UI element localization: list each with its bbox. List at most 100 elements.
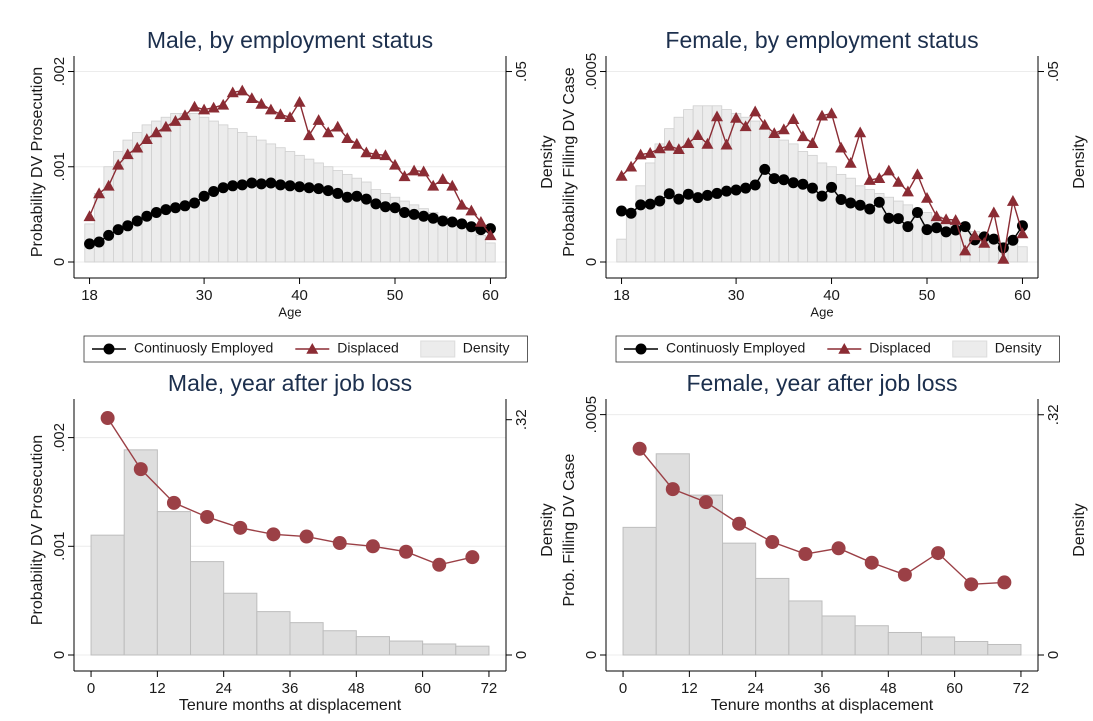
marker-circle [864, 203, 876, 215]
x-tick-label: 60 [482, 287, 499, 304]
density-bar [342, 173, 353, 263]
marker-triangle [436, 173, 449, 184]
density-bar [351, 177, 362, 263]
marker-triangle [455, 198, 468, 210]
panel: Male, by employment status 0 .001 .002 .05 18… [29, 27, 556, 363]
marker-triangle [730, 112, 743, 123]
density-bar [673, 116, 684, 263]
marker-circle [150, 206, 162, 218]
density-bar [893, 200, 904, 263]
marker-triangle [369, 148, 382, 160]
marker-circle [698, 495, 713, 510]
marker-triangle [306, 343, 319, 354]
marker-circle [399, 544, 414, 559]
marker-triangle [140, 133, 153, 144]
x-tick-label: 36 [282, 680, 299, 697]
marker-circle [892, 213, 904, 225]
marker-circle [427, 212, 439, 224]
density-bar [170, 113, 181, 263]
density-bar [275, 147, 286, 263]
marker-circle [84, 238, 96, 250]
marker-circle [765, 535, 780, 550]
marker-circle [265, 177, 277, 189]
marker-triangle [360, 146, 373, 158]
marker-triangle [758, 118, 771, 130]
marker-triangle [796, 130, 809, 142]
marker-circle [246, 177, 258, 189]
density-bar [466, 231, 477, 263]
histogram-bar [256, 611, 291, 656]
marker-triangle [93, 187, 106, 199]
x-tick-label: 60 [946, 680, 963, 697]
chart-title: Male, by employment status [147, 27, 433, 53]
x-tick-label: 36 [814, 680, 831, 697]
marker-circle [465, 221, 477, 233]
x-tick-label: 30 [196, 287, 213, 304]
legend-swatch [420, 340, 456, 358]
marker-triangle [911, 168, 924, 180]
histogram-bar [821, 615, 856, 656]
legend-label: Density [995, 340, 1042, 356]
marker-triangle [701, 137, 714, 149]
density-bar [835, 173, 847, 263]
marker-circle [160, 204, 172, 216]
x-tick-label: 48 [348, 680, 365, 697]
marker-triangle [255, 97, 268, 109]
marker-triangle [691, 129, 704, 140]
marker-triangle [663, 139, 676, 151]
x-axis-title: Age [810, 304, 833, 319]
marker-triangle [398, 170, 411, 182]
density-bar [475, 234, 487, 263]
marker-circle [169, 202, 181, 214]
marker-circle [456, 218, 468, 230]
histogram-bar [190, 561, 225, 656]
marker-circle [826, 181, 838, 193]
histogram-bar [622, 526, 657, 656]
marker-triangle [245, 92, 258, 103]
x-tick-label: 60 [1014, 287, 1031, 304]
y2-tick-label: .05 [513, 61, 530, 82]
marker-circle [644, 198, 656, 210]
marker-circle [341, 191, 353, 203]
y2-tick-label: 0 [1045, 651, 1062, 659]
density-bar [816, 162, 828, 263]
density-bar [93, 193, 105, 263]
density-bar [902, 204, 914, 263]
legend-label: Continuosly Employed [134, 340, 273, 356]
marker-triangle [873, 172, 886, 183]
marker-circle [635, 343, 647, 355]
marker-circle [911, 206, 923, 218]
marker-circle [959, 221, 971, 233]
marker-triangle [682, 137, 695, 148]
marker-triangle [341, 132, 354, 143]
density-bar [485, 242, 496, 263]
density-bar [826, 166, 837, 263]
marker-circle [322, 185, 334, 197]
marker-triangle [217, 98, 230, 110]
marker-circle [141, 210, 153, 222]
density-bar [141, 124, 152, 263]
marker-triangle [625, 160, 638, 172]
marker-triangle [312, 114, 325, 125]
marker-circle [360, 193, 372, 205]
density-bar [265, 143, 277, 263]
marker-circle [845, 197, 857, 209]
marker-circle [266, 527, 281, 542]
legend-item: Displaced [827, 340, 931, 356]
marker-circle [635, 199, 647, 211]
marker-triangle [293, 96, 306, 107]
density-bar [313, 162, 324, 263]
marker-circle [437, 215, 449, 227]
marker-triangle [777, 123, 790, 135]
marker-triangle [978, 236, 991, 248]
marker-triangle [102, 179, 115, 191]
legend-item: Continuosly Employed [92, 340, 273, 356]
marker-circle [873, 196, 885, 208]
marker-triangle [949, 214, 962, 225]
marker-circle [131, 215, 143, 227]
marker-circle [730, 184, 742, 196]
x-tick-label: 40 [823, 287, 840, 304]
marker-circle [692, 192, 704, 204]
density-bar [769, 132, 780, 263]
y2-axis-title: Density [539, 135, 556, 188]
